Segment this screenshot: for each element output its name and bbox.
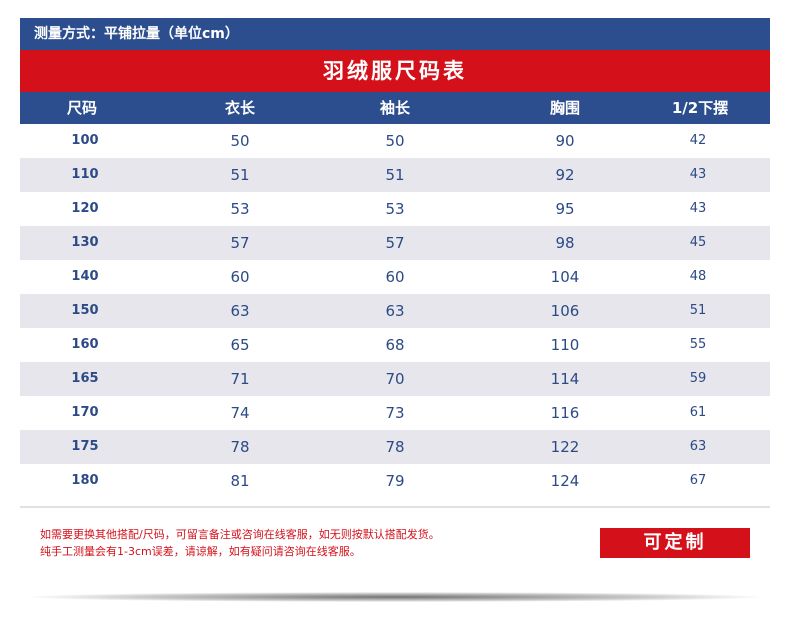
cell-size: 180 <box>71 473 99 488</box>
cell-hem: 59 <box>689 371 707 386</box>
cell-chest: 124 <box>550 472 580 490</box>
cell-chest: 98 <box>555 234 575 252</box>
cell-length: 74 <box>230 404 250 422</box>
cell-chest: 90 <box>555 132 575 150</box>
cell-size: 110 <box>71 167 99 182</box>
cell-size: 130 <box>71 235 99 250</box>
cell-chest: 92 <box>555 166 575 184</box>
cell-hem: 55 <box>689 337 707 352</box>
note-measurement-error: 纯手工测量会有1-3cm误差，请谅解，如有疑问请咨询在线客服。 <box>40 545 361 558</box>
title-bar: 羽绒服尺码表 <box>20 50 770 92</box>
cell-chest: 114 <box>550 370 580 388</box>
cell-sleeve: 51 <box>385 166 405 184</box>
header-length: 衣长 <box>224 99 256 117</box>
cell-hem: 42 <box>689 133 707 148</box>
cell-sleeve: 78 <box>385 438 405 456</box>
note-exchange: 如需要更换其他搭配/尺码，可留言备注或咨询在线客服，如无则按默认搭配发货。 <box>40 528 440 541</box>
cell-size: 170 <box>71 405 99 420</box>
cell-hem: 61 <box>689 405 707 420</box>
cell-hem: 67 <box>689 473 707 488</box>
cell-chest: 95 <box>555 200 575 218</box>
cell-sleeve: 50 <box>385 132 405 150</box>
cell-chest: 122 <box>550 438 580 456</box>
cell-sleeve: 68 <box>385 336 405 354</box>
table-row: 120 53 53 95 43 <box>20 192 770 226</box>
cell-size: 160 <box>71 337 99 352</box>
cell-chest: 104 <box>550 268 580 286</box>
table-row: 175 78 78 122 63 <box>20 430 770 464</box>
cell-size: 175 <box>71 439 99 454</box>
cell-hem: 43 <box>689 167 707 182</box>
customizable-badge: 可定制 <box>600 528 750 558</box>
size-table-body: 100 50 50 90 42 110 51 51 92 43 120 53 53 95 43 130 57 57… <box>20 124 770 498</box>
table-row: 160 65 68 110 55 <box>20 328 770 362</box>
table-row: 130 57 57 98 45 <box>20 226 770 260</box>
cell-length: 81 <box>230 472 250 490</box>
cell-length: 51 <box>230 166 250 184</box>
cell-hem: 51 <box>689 303 707 318</box>
table-row: 180 81 79 124 67 <box>20 464 770 498</box>
table-row: 150 63 63 106 51 <box>20 294 770 328</box>
table-row: 100 50 50 90 42 <box>20 124 770 158</box>
cell-sleeve: 60 <box>385 268 405 286</box>
bottom-shadow <box>30 592 760 602</box>
cell-hem: 45 <box>689 235 707 250</box>
cell-size: 165 <box>71 371 99 386</box>
cell-length: 50 <box>230 132 250 150</box>
cell-size: 150 <box>71 303 99 318</box>
header-hem: 1/2下摆 <box>671 99 729 117</box>
header-sleeve: 袖长 <box>379 99 411 117</box>
cell-length: 63 <box>230 302 250 320</box>
cell-size: 100 <box>71 133 99 148</box>
cell-sleeve: 53 <box>385 200 405 218</box>
cell-length: 57 <box>230 234 250 252</box>
header-chest: 胸围 <box>549 99 581 117</box>
table-row: 110 51 51 92 43 <box>20 158 770 192</box>
cell-length: 53 <box>230 200 250 218</box>
cell-chest: 106 <box>550 302 580 320</box>
table-header: 尺码 衣长 袖长 胸围 1/2下摆 <box>20 92 770 124</box>
table-bottom-divider <box>20 506 770 508</box>
cell-sleeve: 73 <box>385 404 405 422</box>
cell-size: 120 <box>71 201 99 216</box>
measure-method-bar: 测量方式：平铺拉量（单位cm） <box>20 18 770 50</box>
cell-sleeve: 79 <box>385 472 405 490</box>
table-row: 165 71 70 114 59 <box>20 362 770 396</box>
cell-hem: 48 <box>689 269 707 284</box>
cell-chest: 116 <box>550 404 580 422</box>
cell-sleeve: 57 <box>385 234 405 252</box>
cell-sleeve: 63 <box>385 302 405 320</box>
cell-size: 140 <box>71 269 99 284</box>
table-row: 170 74 73 116 61 <box>20 396 770 430</box>
customizable-label: 可定制 <box>643 532 707 553</box>
cell-hem: 63 <box>689 439 707 454</box>
cell-length: 78 <box>230 438 250 456</box>
cell-hem: 43 <box>689 201 707 216</box>
cell-sleeve: 70 <box>385 370 405 388</box>
cell-length: 71 <box>230 370 250 388</box>
chart-title: 羽绒服尺码表 <box>323 59 467 83</box>
measure-method-text: 测量方式：平铺拉量（单位cm） <box>34 26 239 42</box>
cell-length: 60 <box>230 268 250 286</box>
table-row: 140 60 60 104 48 <box>20 260 770 294</box>
header-size: 尺码 <box>66 99 98 117</box>
cell-chest: 110 <box>550 336 580 354</box>
cell-length: 65 <box>230 336 250 354</box>
